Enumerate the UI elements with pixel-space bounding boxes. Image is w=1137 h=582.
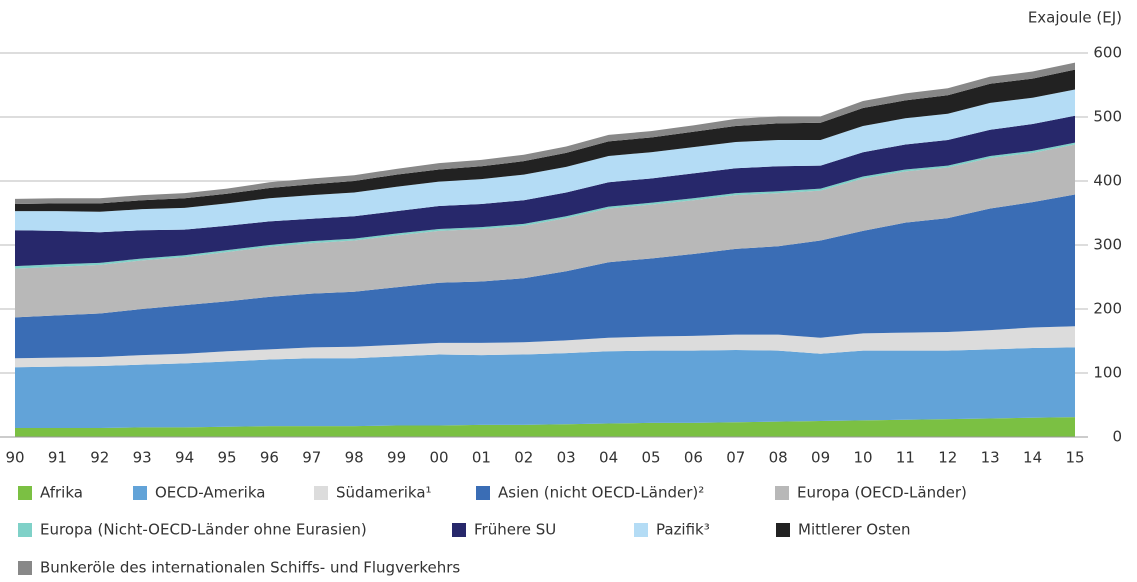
x-tick-label: 97 [302,449,321,467]
legend-swatch [314,486,328,500]
y-tick-label: 600 [1093,44,1122,62]
x-tick-label: 98 [345,449,364,467]
x-tick-label: 15 [1065,449,1084,467]
area [15,89,1075,233]
x-tick-label: 05 [641,449,660,467]
area [15,347,1075,429]
area [15,115,1075,267]
x-tick-label: 04 [599,449,618,467]
legend-label: Europa (OECD-Länder) [797,484,967,502]
area [15,194,1075,359]
x-tick-label: 92 [90,449,109,467]
legend-swatch [452,523,466,537]
legend-label: Asien (nicht OECD-Länder)² [498,484,704,502]
area [15,144,1075,318]
x-tick-label: 08 [769,449,788,467]
legend-label: Südamerika¹ [336,484,432,502]
legend-label: Europa (Nicht-OECD-Länder ohne Eurasien) [40,521,367,539]
legend-label: Mittlerer Osten [798,521,911,539]
y-tick-label: 300 [1093,236,1122,254]
x-tick-label: 91 [48,449,67,467]
x-tick-label: 96 [260,449,279,467]
legend-label: Pazifik³ [656,521,710,539]
x-tick-label: 90 [5,449,24,467]
legend-label: Bunkeröle des internationalen Schiffs- u… [40,559,460,577]
y-tick-label: 400 [1093,172,1122,190]
x-tick-label: 99 [387,449,406,467]
axis-label: Exajoule (EJ) [1028,9,1122,27]
x-tick-label: 00 [429,449,448,467]
x-tick-label: 93 [133,449,152,467]
legend-label: OECD-Amerika [155,484,265,502]
x-tick-label: 02 [514,449,533,467]
x-tick-label: 14 [1023,449,1042,467]
x-tick-label: 03 [557,449,576,467]
x-tick-label: 10 [853,449,872,467]
x-tick-label: 11 [896,449,915,467]
legend-swatch [476,486,490,500]
x-tick-label: 01 [472,449,491,467]
x-tick-label: 94 [175,449,194,467]
legend-swatch [18,486,32,500]
x-tick-label: 13 [981,449,1000,467]
x-tick-label: 06 [684,449,703,467]
x-tick-label: 09 [811,449,830,467]
area [15,417,1075,437]
legend-label: Afrika [40,484,83,502]
x-tick-label: 07 [726,449,745,467]
y-tick-label: 100 [1093,364,1122,382]
legend-swatch [634,523,648,537]
area [15,326,1075,368]
y-tick-label: 200 [1093,300,1122,318]
legend-swatch [133,486,147,500]
legend-swatch [18,523,32,537]
x-tick-label: 95 [217,449,236,467]
legend-swatch [775,486,789,500]
legend-swatch [776,523,790,537]
y-tick-label: 500 [1093,108,1122,126]
legend-label: Frühere SU [474,521,556,539]
y-tick-label: 0 [1112,428,1122,446]
x-tick-label: 12 [938,449,957,467]
legend-swatch [18,561,32,575]
